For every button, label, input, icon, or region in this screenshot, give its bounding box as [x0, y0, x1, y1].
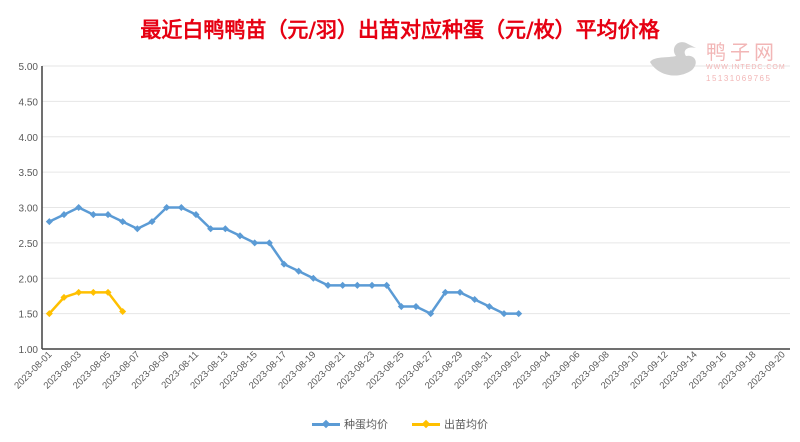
data-point [295, 267, 303, 275]
legend-swatch [312, 422, 340, 426]
data-point [104, 211, 112, 219]
y-tick-label: 4.50 [19, 97, 39, 108]
data-point [280, 260, 288, 268]
data-point [192, 211, 200, 219]
watermark-name: 鸭子网 [706, 40, 778, 64]
legend-item-0: 种蛋均价 [312, 416, 388, 432]
data-point [412, 303, 420, 311]
data-point [75, 203, 83, 212]
data-point [45, 310, 53, 318]
watermark-url: WWW.INTEDC.COM [706, 64, 786, 71]
data-point [251, 239, 259, 247]
data-point [353, 281, 361, 289]
y-tick-label: 1.00 [19, 345, 39, 356]
data-point [500, 310, 508, 318]
legend: 种蛋均价 出苗均价 [0, 416, 800, 432]
data-point [75, 288, 83, 296]
data-point [309, 274, 317, 282]
data-point [515, 310, 523, 318]
data-point [133, 225, 141, 233]
data-point [45, 218, 53, 226]
data-point [485, 303, 493, 311]
legend-swatch [412, 422, 440, 426]
data-point [456, 288, 464, 296]
series-line-1 [48, 291, 124, 315]
watermark-logo: 鸭子网 WWW.INTEDC.COM 15131069765 [648, 36, 798, 86]
data-point [397, 303, 405, 311]
data-point [339, 281, 347, 289]
y-tick-label: 5.00 [19, 62, 39, 73]
data-point [104, 288, 112, 296]
data-point [60, 211, 68, 219]
data-point [441, 288, 449, 296]
legend-label: 种蛋均价 [344, 419, 388, 431]
legend-label: 出苗均价 [444, 419, 488, 431]
data-point [89, 288, 97, 296]
y-tick-label: 4.00 [19, 133, 39, 144]
data-point [368, 281, 376, 289]
data-point [163, 203, 171, 212]
data-point [471, 295, 479, 304]
data-point [265, 239, 273, 247]
data-point [383, 281, 391, 289]
y-tick-label: 1.50 [19, 310, 39, 321]
data-point [89, 211, 97, 219]
data-point [427, 310, 435, 318]
data-point [60, 293, 68, 301]
data-point [207, 225, 215, 233]
y-tick-label: 3.50 [19, 168, 39, 179]
data-point [236, 232, 244, 240]
legend-item-1: 出苗均价 [412, 416, 488, 432]
data-point [119, 218, 127, 226]
data-point [221, 225, 229, 233]
duck-logo-icon [650, 42, 696, 76]
data-point [177, 203, 185, 212]
data-point [119, 307, 127, 316]
data-point [324, 281, 332, 289]
chart-title: 最近白鸭鸭苗（元/羽）出苗对应种蛋（元/枚）平均价格 [140, 18, 660, 42]
y-tick-label: 3.00 [19, 204, 39, 215]
series-line-0 [48, 206, 519, 315]
watermark-phone: 15131069765 [706, 74, 772, 83]
data-point [148, 218, 156, 226]
y-tick-label: 2.00 [19, 274, 39, 285]
y-tick-label: 2.50 [19, 239, 39, 250]
